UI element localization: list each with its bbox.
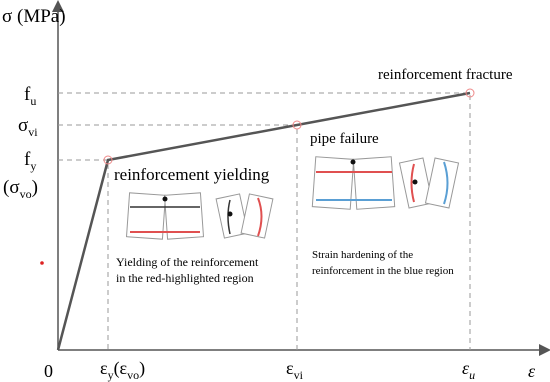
x-label: εvi xyxy=(286,358,304,382)
origin-label: 0 xyxy=(44,361,53,381)
annotation: reinforcement fracture xyxy=(378,67,513,83)
label-part: σ xyxy=(18,115,28,136)
label-part: ε xyxy=(462,358,470,378)
annotation: reinforcement yielding xyxy=(114,165,270,184)
label-part: ε xyxy=(100,358,108,378)
note: Yielding of the reinforcement xyxy=(116,255,259,269)
label-part: y xyxy=(108,368,114,382)
point xyxy=(103,155,113,165)
label-part: y xyxy=(30,159,36,173)
x-label: εy(εvo) xyxy=(100,358,145,382)
dot xyxy=(40,261,44,265)
y-label: (σvo) xyxy=(3,177,38,201)
x-axis-label: ε xyxy=(528,361,536,381)
note: in the red-highlighted region xyxy=(116,271,254,285)
label-part: f xyxy=(24,149,31,170)
y-label: fy xyxy=(24,149,36,173)
y-label: σvi xyxy=(18,115,38,139)
label-part: u xyxy=(30,94,36,108)
label-part: (ε xyxy=(114,358,128,379)
label-part: vi xyxy=(294,368,304,382)
label-part: f xyxy=(24,84,31,105)
label-part: (σ xyxy=(3,177,20,198)
label-part: ) xyxy=(32,177,38,198)
y-label: fu xyxy=(24,84,36,108)
label-part: vo xyxy=(127,368,139,382)
illustration xyxy=(125,156,460,240)
note: reinforcement in the blue region xyxy=(312,265,454,277)
x-label: εu xyxy=(462,358,475,382)
label-part: vo xyxy=(20,187,32,201)
note: Strain hardening of the xyxy=(312,249,413,261)
stress-strain-curve xyxy=(56,91,471,351)
y-axis-label: σ (MPa) xyxy=(2,6,66,27)
label-part: u xyxy=(469,368,475,382)
label-part: ) xyxy=(139,358,145,379)
label-part: ε xyxy=(286,358,294,378)
label-part: vi xyxy=(28,125,38,139)
annotation: pipe failure xyxy=(310,131,379,147)
point xyxy=(465,88,475,98)
point xyxy=(292,120,302,130)
